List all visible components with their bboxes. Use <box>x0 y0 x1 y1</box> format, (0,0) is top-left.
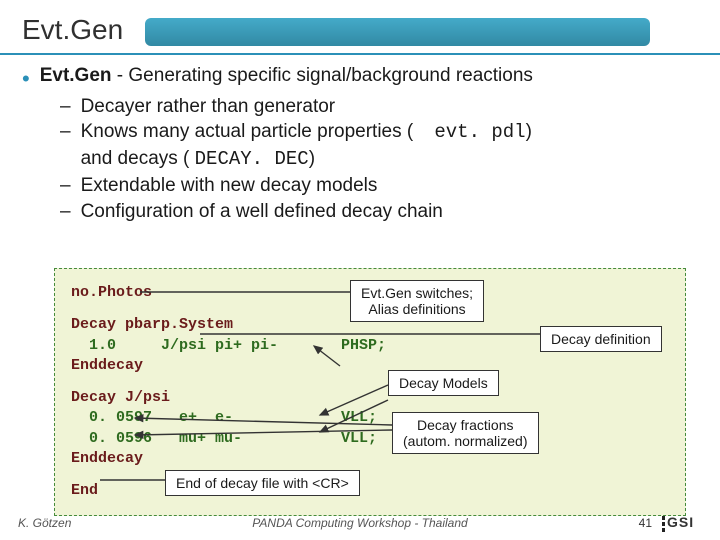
sub-bullet-3-text: Extendable with new decay models <box>81 174 378 198</box>
dash-icon: – <box>60 120 71 144</box>
dash-icon: – <box>60 200 71 224</box>
sub-bullet-3: – Extendable with new decay models <box>60 174 698 198</box>
sub-bullet-2: – Knows many actual particle properties … <box>60 120 698 145</box>
anno-decay-def-text: Decay definition <box>551 331 651 347</box>
code-block3d: Enddecay <box>71 449 669 469</box>
anno-end: End of decay file with <CR> <box>165 470 360 496</box>
sub-bullet-2-cont-text: and decays ( <box>81 148 195 169</box>
sub-bullet-2-text: Knows many actual particle properties ( <box>81 121 419 142</box>
sub-bullet-2-mono: evt. pdl <box>434 121 525 143</box>
anno-fractions: Decay fractions (autom. normalized) <box>392 412 539 454</box>
code-block3b: 0. 0597 e+ e- VLL; <box>71 408 669 428</box>
sub-bullet-4: – Configuration of a well defined decay … <box>60 200 698 224</box>
anno-models: Decay Models <box>388 370 499 396</box>
dash-icon: – <box>60 95 71 119</box>
bullet-dot-icon: • <box>22 65 30 93</box>
anno-switches-l1: Evt.Gen switches; <box>361 285 473 301</box>
main-bullet: • Evt.Gen - Generating specific signal/b… <box>22 64 698 93</box>
anno-end-text: End of decay file with <CR> <box>176 475 349 491</box>
footer-center: PANDA Computing Workshop - Thailand <box>0 516 720 530</box>
sub-bullet-2-cont: – and decays ( DECAY. DEC) <box>60 147 698 172</box>
anno-fractions-l1: Decay fractions <box>417 417 513 433</box>
anno-fractions-l2: (autom. normalized) <box>403 433 528 449</box>
anno-models-text: Decay Models <box>399 375 488 391</box>
sub-bullet-1-text: Decayer rather than generator <box>81 95 336 119</box>
anno-decay-def: Decay definition <box>540 326 662 352</box>
code-end: End <box>71 481 669 501</box>
title-bar: Evt.Gen <box>0 6 720 54</box>
sub-bullet-1: – Decayer rather than generator <box>60 95 698 119</box>
main-bullet-strong: Evt.Gen <box>40 65 112 86</box>
gsi-logo: GSI <box>662 514 702 532</box>
anno-switches: Evt.Gen switches; Alias definitions <box>350 280 484 322</box>
sub-bullet-4-text: Configuration of a well defined decay ch… <box>81 200 443 224</box>
title-band <box>145 18 650 46</box>
anno-switches-l2: Alias definitions <box>368 301 465 317</box>
sub-bullet-2-cont-suffix: ) <box>309 148 315 169</box>
code-block2c: Enddecay <box>71 356 669 376</box>
dash-icon: – <box>60 174 71 198</box>
sub-bullet-2-cont-mono: DECAY. DEC <box>195 148 309 170</box>
code-block3c: 0. 0596 mu+ mu- VLL; <box>71 429 669 449</box>
footer: K. Götzen PANDA Computing Workshop - Tha… <box>0 514 720 532</box>
code-block3a: Decay J/psi <box>71 388 669 408</box>
sub-bullet-2-suffix: ) <box>526 121 532 142</box>
main-bullet-rest: - Generating specific signal/background … <box>112 65 533 86</box>
sub-bullet-list: – Decayer rather than generator – Knows … <box>60 95 698 224</box>
slide-title: Evt.Gen <box>22 14 123 46</box>
